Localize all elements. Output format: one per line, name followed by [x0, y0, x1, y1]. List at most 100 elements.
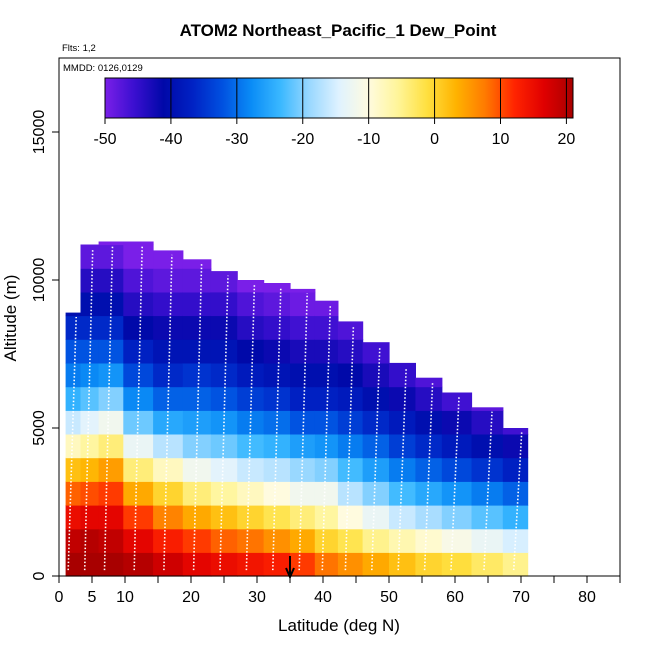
- heatmap-cell: [337, 528, 364, 553]
- heatmap-cell: [290, 339, 316, 364]
- heatmap-cell: [471, 481, 504, 506]
- heatmap-cell: [182, 528, 212, 553]
- heatmap-cell: [182, 315, 212, 340]
- heatmap-cell: [80, 552, 100, 577]
- x-tick-label: 20: [182, 589, 200, 606]
- heatmap-cell: [80, 244, 100, 269]
- heatmap-cell: [210, 457, 238, 482]
- heatmap-cell: [290, 552, 316, 577]
- heatmap-cell: [290, 528, 316, 553]
- heatmap-cell: [65, 481, 82, 506]
- x-tick-label: 30: [248, 589, 266, 606]
- y-axis: 0 5000 10000 15000: [31, 110, 59, 580]
- heatmap-cell: [263, 457, 291, 482]
- chart-title: ATOM2 Northeast_Pacific_1 Dew_Point: [180, 21, 497, 40]
- heatmap-cell: [389, 505, 416, 530]
- heatmap-cell: [80, 291, 100, 317]
- heatmap-cell: [182, 259, 212, 269]
- heatmap-cell: [80, 386, 100, 411]
- heatmap-cell: [123, 505, 154, 530]
- heatmap-cell: [337, 552, 364, 577]
- heatmap-cell: [471, 407, 504, 411]
- heatmap-cell: [210, 552, 238, 577]
- heatmap-cell: [80, 505, 100, 530]
- heatmap-cell: [263, 552, 291, 577]
- heatmap-cell: [471, 433, 504, 459]
- flight-track: [450, 396, 460, 571]
- heatmap-cell: [502, 457, 529, 482]
- heatmap-cell: [237, 505, 265, 530]
- heatmap-cell: [210, 271, 238, 293]
- heatmap-cell: [65, 339, 82, 364]
- heatmap-cell: [502, 505, 529, 530]
- heatmap-cell: [98, 315, 124, 340]
- heatmap-cell: [237, 528, 265, 553]
- heatmap-cell: [65, 433, 82, 459]
- y-axis-label: Altitude (m): [1, 275, 20, 362]
- heatmap-cell: [123, 241, 154, 246]
- heatmap-cell: [182, 339, 212, 364]
- heatmap-cell: [362, 386, 390, 411]
- heatmap-cell: [98, 241, 124, 246]
- colorbar-tick-label: 20: [558, 131, 576, 148]
- heatmap-cell: [471, 528, 504, 553]
- flight-track: [133, 245, 143, 571]
- x-tick-label: 10: [116, 589, 134, 606]
- heatmap-cell: [441, 552, 473, 577]
- heatmap-cell: [210, 433, 238, 459]
- flight-track: [344, 325, 355, 571]
- colorbar-tick-label: -50: [93, 131, 116, 148]
- heatmap-cell: [415, 386, 443, 411]
- y-tick-label: 0: [31, 571, 48, 580]
- heatmap-cell: [98, 362, 124, 388]
- heatmap-cell: [65, 312, 82, 317]
- heatmap-cell: [263, 481, 291, 506]
- heatmap-cell: [80, 315, 100, 340]
- heatmap-cell: [123, 315, 154, 340]
- y-tick-label: 10000: [31, 258, 48, 303]
- heatmap-cell: [337, 321, 364, 340]
- heatmap-cell: [182, 291, 212, 317]
- heatmap-cell: [314, 315, 339, 340]
- heatmap-cell: [314, 386, 339, 411]
- heatmap-cell: [314, 505, 339, 530]
- x-tick-label: 40: [314, 589, 332, 606]
- flight-track: [163, 254, 173, 571]
- heatmap-cell: [263, 362, 291, 388]
- colorbar-tick-label: -30: [225, 131, 248, 148]
- heatmap-cell: [182, 481, 212, 506]
- heatmap-cell: [65, 362, 82, 388]
- heatmap-cell: [263, 283, 291, 293]
- heatmap-cell: [290, 505, 316, 530]
- heatmap-cell: [123, 244, 154, 269]
- heatmap-cell: [153, 457, 184, 482]
- flight-tracks: [67, 245, 523, 571]
- heatmap-cell: [362, 410, 390, 435]
- heatmap-cell: [337, 457, 364, 482]
- heatmap-cell: [80, 481, 100, 506]
- heatmap-cell: [290, 291, 316, 317]
- flight-track: [83, 248, 94, 571]
- heatmap-cell: [389, 410, 416, 435]
- heatmap-cell: [441, 481, 473, 506]
- heatmap-cell: [80, 339, 100, 364]
- heatmap-cell: [263, 433, 291, 459]
- heatmap-cell: [98, 386, 124, 411]
- colorbar-tick-label: 0: [430, 131, 439, 148]
- heatmap-cell: [123, 528, 154, 553]
- heatmap-cell: [263, 339, 291, 364]
- flight-track: [219, 275, 229, 571]
- flight-track: [371, 346, 381, 571]
- heatmap-cell: [237, 481, 265, 506]
- x-tick-label: 60: [446, 589, 464, 606]
- heatmap-cell: [80, 433, 100, 459]
- heatmap-cell: [123, 481, 154, 506]
- heatmap-cell: [415, 552, 443, 577]
- heatmap-cell: [210, 505, 238, 530]
- heatmap-cell: [389, 386, 416, 411]
- heatmap-cell: [337, 433, 364, 459]
- heatmap-cell: [237, 280, 265, 293]
- heatmap-cell: [415, 505, 443, 530]
- heatmap-cell: [210, 528, 238, 553]
- heatmap-cell: [182, 268, 212, 293]
